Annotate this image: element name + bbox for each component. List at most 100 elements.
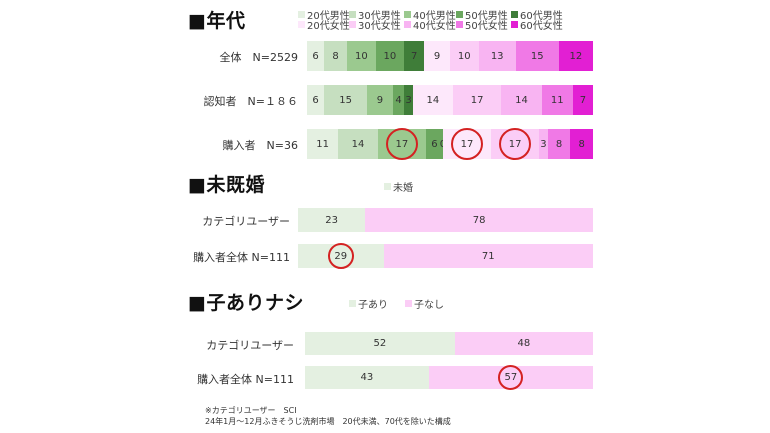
marriage-row-label: 購入者全体 N=111 [193, 251, 290, 264]
children-legend-label: 子あり [358, 300, 388, 311]
age-legend-swatch [349, 21, 356, 28]
age-bar-segment: 8 [570, 129, 593, 159]
footnote-line-1: ※カテゴリユーザー SCI [205, 406, 297, 415]
age-bar-segment: 7 [572, 85, 593, 115]
marriage-highlight-circle [327, 243, 354, 269]
age-legend-item: 60代女性 [511, 17, 563, 32]
age-row-label: 全体 N=2529 [219, 51, 298, 64]
age-data-label: 8 [578, 138, 585, 150]
age-data-label: 14 [351, 138, 365, 150]
age-data-label: 3 [540, 138, 547, 150]
age-data-label: 17 [470, 94, 484, 106]
age-data-label: 15 [530, 50, 544, 62]
age-legend-item: 50代女性 [456, 17, 508, 32]
children-bar-segment: 48 [454, 332, 593, 355]
age-bar-segment: 10 [450, 41, 479, 71]
age-data-label: 6 [312, 94, 319, 106]
age-legend-swatch [298, 21, 305, 28]
age-bar-segment: 14 [501, 85, 542, 115]
age-legend-label: 20代男性 [307, 11, 350, 22]
age-data-label: 8 [555, 138, 563, 150]
age-highlight-circle [499, 128, 532, 160]
age-legend-label: 50代男性 [465, 11, 508, 22]
children-legend-label: 子なし [414, 300, 444, 311]
age-data-label: 9 [433, 50, 441, 62]
age-row-label: 認知者 N=１８６ [203, 95, 298, 108]
age-legend-item: 20代男性 [298, 7, 350, 22]
age-bar-segment: 14 [338, 129, 378, 159]
age-legend-label: 60代女性 [520, 21, 563, 32]
age-bar-segment: 3 [539, 129, 548, 159]
age-legend-label: 60代男性 [520, 11, 563, 22]
footnote: ※カテゴリユーザー SCI 24年1月～12月ふきそうじ洗剤市場 20代未満、7… [205, 405, 451, 427]
age-data-label: 6 [431, 138, 438, 150]
age-bar-segment: 9 [367, 85, 393, 115]
children-legend-swatch [349, 300, 356, 307]
age-bar-segment: 7 [404, 41, 425, 71]
age-data-label: 14 [515, 94, 528, 106]
children-bar-segment: 43 [305, 366, 429, 389]
age-data-label: 8 [332, 50, 339, 62]
age-bar-segment: 17 [452, 85, 502, 115]
age-row-label: 購入者 N=36 [222, 139, 298, 152]
age-bar-segment: 15 [324, 85, 368, 115]
age-data-label: 11 [550, 94, 564, 106]
marriage-row-label: カテゴリユーザー [202, 215, 290, 228]
age-data-label: 14 [426, 94, 440, 106]
age-data-label: 10 [383, 50, 397, 62]
age-data-label: 12 [569, 50, 583, 62]
age-data-label: 4 [395, 94, 402, 106]
marriage-section-title: ■未既婚 [188, 174, 265, 196]
age-legend-item: 30代女性 [349, 17, 401, 32]
age-data-label: 10 [457, 50, 471, 62]
age-data-label: 7 [579, 94, 587, 106]
age-legend-swatch [511, 11, 518, 18]
age-highlight-circle [385, 128, 418, 160]
age-legend-swatch [404, 11, 411, 18]
age-bar-segment: 13 [478, 41, 516, 71]
age-data-label: 7 [411, 50, 418, 62]
footnote-line-2: 24年1月～12月ふきそうじ洗剤市場 20代未満、70代を除いた構成 [205, 417, 451, 426]
age-bar-segment: 6 [425, 129, 443, 159]
age-legend-swatch [511, 21, 518, 28]
children-section-title: ■子ありナシ [188, 292, 304, 314]
age-data-label: 10 [354, 50, 368, 62]
age-legend-item: 20代女性 [298, 17, 350, 32]
marriage-legend-item: 未婚 [384, 179, 413, 194]
age-legend-swatch [349, 11, 356, 18]
age-highlight-circle [450, 128, 483, 160]
age-bar-segment: 12 [558, 41, 593, 71]
children-legend-item: 子あり [349, 296, 388, 311]
age-bar-segment: 6 [307, 41, 325, 71]
children-bar-segment: 52 [305, 332, 455, 355]
age-data-label: 15 [339, 94, 352, 106]
marriage-data-label: 71 [481, 250, 495, 262]
children-data-label: 48 [517, 338, 531, 349]
children-legend-swatch [405, 300, 412, 307]
marriage-legend-label: 未婚 [393, 183, 413, 194]
age-bar-segment: 8 [324, 41, 348, 71]
marriage-data-label: 23 [325, 214, 338, 226]
age-data-label: 13 [490, 50, 504, 62]
children-legend-item: 子なし [405, 296, 444, 311]
age-legend-item: 30代男性 [349, 7, 401, 22]
age-bar-segment: 10 [347, 41, 376, 71]
age-bar-segment: 10 [375, 41, 405, 71]
age-legend-swatch [404, 21, 411, 28]
age-bar-segment: 6 [307, 85, 325, 115]
marriage-legend-swatch [384, 183, 391, 190]
age-legend-label: 30代男性 [358, 11, 401, 22]
children-highlight-circle [498, 365, 524, 390]
children-data-label: 43 [360, 372, 374, 383]
age-data-label: 6 [312, 50, 319, 62]
age-bar-segment: 8 [547, 129, 571, 159]
marriage-bar-segment: 78 [365, 208, 593, 232]
marriage-bar-segment: 71 [383, 244, 593, 268]
age-bar-segment: 15 [515, 41, 559, 71]
age-bar-segment: 14 [412, 85, 453, 115]
marriage-bar-segment: 23 [298, 208, 366, 232]
age-legend-label: 40代男性 [413, 11, 456, 22]
age-bar-segment: 9 [424, 41, 450, 71]
age-legend-label: 50代女性 [465, 21, 508, 32]
age-legend-item: 40代女性 [404, 17, 456, 32]
